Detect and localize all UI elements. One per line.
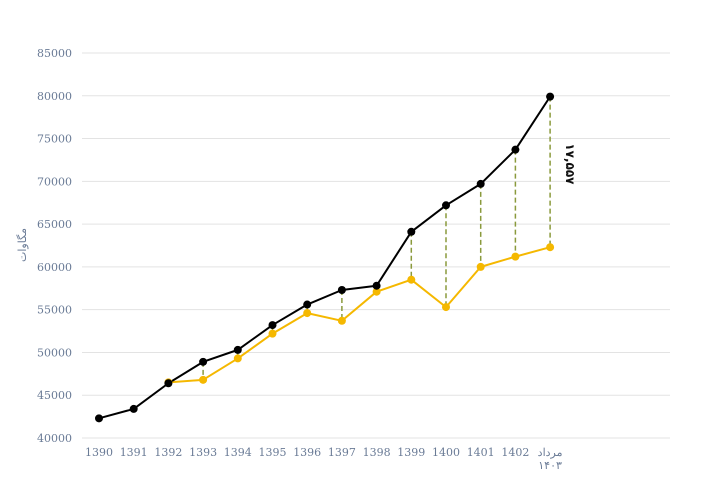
y-tick-label: 70000 <box>37 175 72 188</box>
y-tick-label: 75000 <box>37 133 72 146</box>
series-line <box>168 246 551 384</box>
y-axis-ticks: 40000 45000 50000 55000 60000 65000 70000 75000… <box>37 47 72 445</box>
gap-annotation: ۱۷,۵۵۷ <box>563 143 577 185</box>
y-tick-label: 50000 <box>37 346 72 359</box>
y-tick-label: 65000 <box>37 218 72 231</box>
y-tick-label: 80000 <box>37 90 72 103</box>
data-point <box>372 281 381 290</box>
data-point <box>511 145 520 154</box>
data-point <box>164 379 173 388</box>
data-point <box>476 179 485 188</box>
x-tick-label: 1401 <box>467 446 495 459</box>
data-point <box>372 287 381 296</box>
x-tick-label: 1398 <box>363 446 391 459</box>
data-point <box>268 321 277 330</box>
data-point <box>546 243 555 252</box>
x-tick-label: مرداد ۱۴۰۳ <box>538 446 563 472</box>
gridlines <box>82 52 670 439</box>
series-line <box>98 96 551 420</box>
x-tick-label: 1399 <box>397 446 425 459</box>
data-point <box>95 414 103 423</box>
x-tick-label: 1392 <box>154 446 182 459</box>
y-tick-label: 55000 <box>37 304 72 317</box>
x-tick-label: 1394 <box>224 446 252 459</box>
data-point <box>337 316 346 325</box>
data-point <box>129 404 138 413</box>
data-point <box>199 375 208 384</box>
data-point <box>546 92 555 101</box>
data-point <box>407 227 416 236</box>
data-point <box>476 262 485 271</box>
y-tick-label: 85000 <box>37 47 72 60</box>
x-tick-label: 1391 <box>120 446 148 459</box>
y-tick-label: 60000 <box>37 261 72 274</box>
x-tick-label: 1395 <box>259 446 287 459</box>
y-axis-label: مگاوات <box>16 228 29 262</box>
series-lines <box>98 96 551 420</box>
x-tick-label: 1397 <box>328 446 356 459</box>
data-point <box>233 345 242 354</box>
x-tick-label: 1402 <box>501 446 529 459</box>
data-point <box>511 252 520 261</box>
data-point <box>303 300 312 309</box>
y-tick-label: 40000 <box>37 432 72 445</box>
data-point <box>407 275 416 284</box>
x-tick-label: 1390 <box>85 446 113 459</box>
x-tick-label: 1396 <box>293 446 321 459</box>
data-point <box>233 354 242 363</box>
series-points <box>95 92 555 423</box>
x-tick-label: 1393 <box>189 446 217 459</box>
data-point <box>268 329 277 338</box>
data-point <box>303 309 312 318</box>
data-point <box>442 201 450 210</box>
data-point <box>337 285 346 294</box>
x-axis-ticks: 1390 1391 1392 1393 1394 1395 1396 1397 1398 1399… <box>85 446 563 472</box>
x-tick-label: 1400 <box>432 446 460 459</box>
data-point <box>199 357 208 366</box>
data-point <box>442 303 450 312</box>
y-tick-label: 45000 <box>37 389 72 402</box>
